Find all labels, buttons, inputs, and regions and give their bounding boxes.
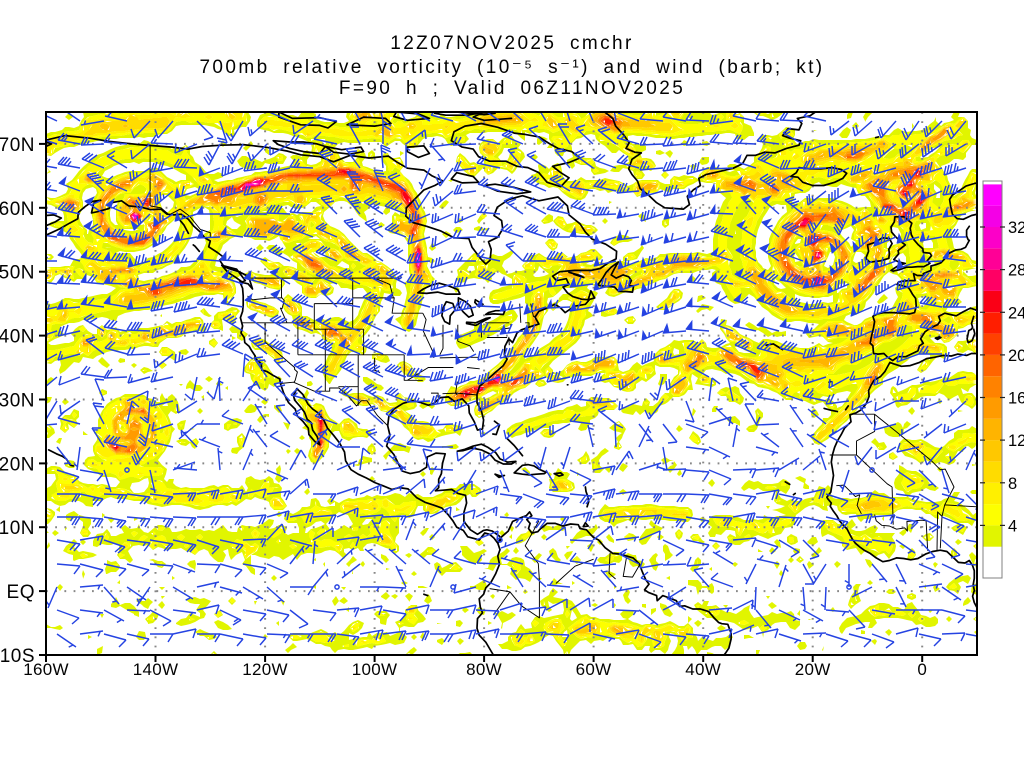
- svg-text:140W: 140W: [133, 660, 179, 679]
- svg-text:EQ: EQ: [7, 582, 35, 603]
- svg-text:30N: 30N: [0, 391, 35, 412]
- svg-text:60W: 60W: [576, 660, 612, 679]
- svg-text:32: 32: [1008, 219, 1024, 237]
- svg-text:100W: 100W: [352, 660, 398, 679]
- svg-text:24: 24: [1008, 304, 1024, 322]
- svg-text:0: 0: [917, 660, 927, 679]
- svg-text:10N: 10N: [0, 518, 35, 539]
- svg-text:12: 12: [1008, 432, 1024, 450]
- svg-text:20W: 20W: [795, 660, 831, 679]
- svg-text:80W: 80W: [466, 660, 502, 679]
- svg-text:8: 8: [1008, 475, 1017, 493]
- svg-text:28: 28: [1008, 262, 1024, 280]
- svg-text:120W: 120W: [242, 660, 288, 679]
- svg-text:40W: 40W: [685, 660, 721, 679]
- svg-text:40N: 40N: [0, 327, 35, 348]
- svg-text:10S: 10S: [0, 646, 35, 667]
- svg-text:20: 20: [1008, 347, 1024, 365]
- svg-text:20N: 20N: [0, 454, 35, 475]
- svg-text:4: 4: [1008, 517, 1017, 535]
- svg-text:160W: 160W: [23, 660, 69, 679]
- svg-text:70N: 70N: [0, 135, 35, 156]
- svg-text:16: 16: [1008, 390, 1024, 408]
- svg-text:60N: 60N: [0, 199, 35, 220]
- svg-text:50N: 50N: [0, 263, 35, 284]
